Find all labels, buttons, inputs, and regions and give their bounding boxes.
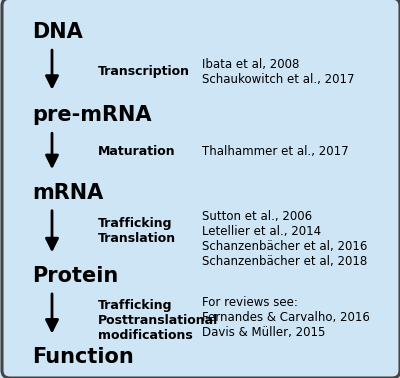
Text: modifications: modifications bbox=[98, 329, 193, 342]
Text: Davis & Müller, 2015: Davis & Müller, 2015 bbox=[202, 326, 325, 339]
Text: mRNA: mRNA bbox=[32, 183, 103, 203]
Text: Thalhammer et al., 2017: Thalhammer et al., 2017 bbox=[202, 145, 349, 158]
Text: Schaukowitch et al., 2017: Schaukowitch et al., 2017 bbox=[202, 73, 354, 86]
Text: Trafficking: Trafficking bbox=[98, 299, 172, 312]
Text: Fernandes & Carvalho, 2016: Fernandes & Carvalho, 2016 bbox=[202, 311, 370, 324]
Text: Protein: Protein bbox=[32, 266, 118, 286]
Text: Translation: Translation bbox=[98, 232, 176, 245]
Text: Letellier et al., 2014: Letellier et al., 2014 bbox=[202, 225, 321, 238]
Text: Transcription: Transcription bbox=[98, 65, 190, 78]
Text: Ibata et al, 2008: Ibata et al, 2008 bbox=[202, 58, 299, 71]
Text: DNA: DNA bbox=[32, 22, 83, 42]
Text: Function: Function bbox=[32, 347, 134, 367]
Text: Schanzenbächer et al, 2016: Schanzenbächer et al, 2016 bbox=[202, 240, 367, 253]
Text: Trafficking: Trafficking bbox=[98, 217, 172, 230]
Text: Sutton et al., 2006: Sutton et al., 2006 bbox=[202, 210, 312, 223]
Text: pre-mRNA: pre-mRNA bbox=[32, 105, 152, 125]
Text: Schanzenbächer et al, 2018: Schanzenbächer et al, 2018 bbox=[202, 255, 367, 268]
Text: For reviews see:: For reviews see: bbox=[202, 296, 298, 309]
Text: Maturation: Maturation bbox=[98, 145, 176, 158]
Text: Posttranslational: Posttranslational bbox=[98, 314, 218, 327]
